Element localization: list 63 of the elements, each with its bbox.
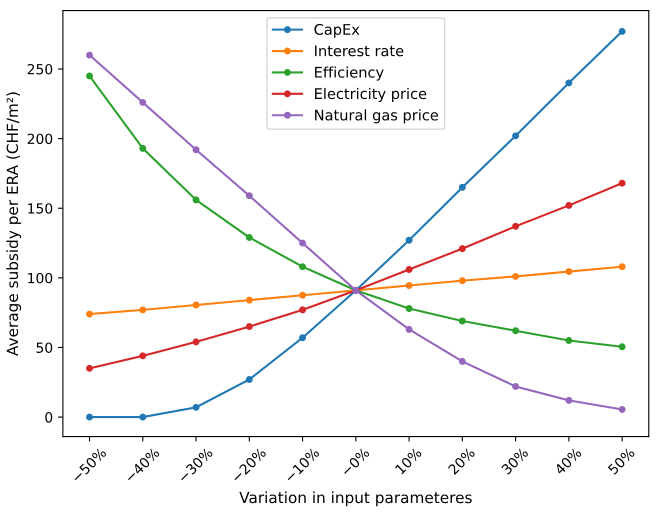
point — [458, 358, 466, 365]
point — [512, 272, 520, 280]
point — [192, 302, 200, 308]
y-tick-label: 200 — [28, 134, 52, 144]
legend-label: Natural gas price — [315, 109, 438, 124]
point — [565, 396, 572, 404]
point — [565, 268, 572, 276]
point — [246, 376, 253, 383]
point — [299, 263, 306, 270]
point — [86, 52, 93, 59]
point — [246, 234, 253, 241]
y-tick-label: 100 — [28, 272, 52, 284]
y-axis-title: Average subsidy per ERA (CHF/m²) — [6, 92, 22, 356]
point — [512, 132, 520, 140]
point — [406, 236, 413, 244]
point — [139, 306, 146, 314]
point — [406, 326, 413, 333]
point — [246, 296, 253, 304]
point — [512, 327, 520, 334]
point — [139, 352, 146, 360]
point — [246, 323, 253, 330]
point — [618, 406, 626, 413]
point — [139, 144, 146, 152]
point — [618, 343, 626, 350]
point — [458, 245, 466, 252]
y-tick-label: 0 — [45, 412, 52, 423]
y-tick-label: 250 — [28, 64, 52, 74]
point — [565, 79, 572, 86]
point — [192, 146, 200, 154]
point — [458, 277, 466, 284]
point — [139, 98, 146, 106]
point — [86, 364, 93, 372]
point — [299, 240, 306, 247]
point — [192, 338, 200, 346]
point — [192, 196, 200, 204]
point — [86, 310, 93, 318]
legend-label: Electricity price — [315, 88, 426, 102]
y-tick-label: 50 — [36, 342, 52, 353]
point — [565, 202, 572, 209]
point — [406, 282, 413, 289]
point — [406, 305, 413, 312]
y-tick-label: 150 — [28, 203, 52, 214]
legend-label: CapEx — [314, 24, 360, 38]
point — [299, 292, 306, 299]
point — [512, 382, 520, 390]
x-axis-title: Variation in input parameteres — [239, 491, 472, 506]
point — [618, 180, 626, 187]
point — [618, 263, 626, 270]
point — [458, 184, 466, 191]
point — [86, 414, 93, 421]
point — [299, 334, 306, 342]
legend-label: Interest rate — [315, 46, 404, 56]
point — [299, 306, 306, 314]
point — [86, 72, 93, 80]
point — [246, 192, 253, 200]
point — [565, 337, 572, 344]
legend-label: Efficiency — [315, 66, 384, 81]
point — [458, 318, 466, 324]
point — [618, 28, 626, 35]
point — [406, 266, 413, 273]
point — [192, 404, 200, 411]
point — [512, 222, 520, 230]
point — [139, 414, 146, 421]
